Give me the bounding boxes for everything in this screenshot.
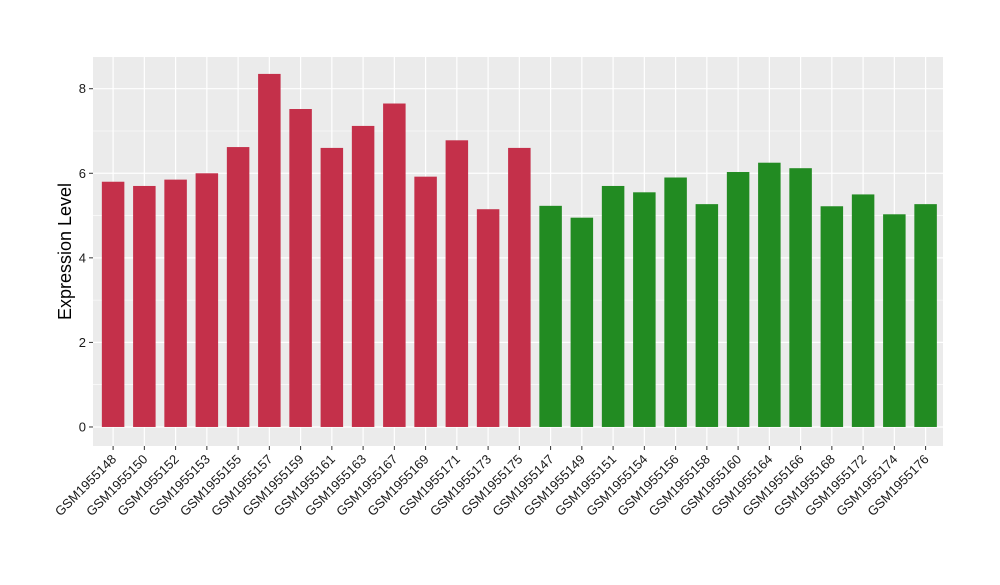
bar-GSM1955150 xyxy=(133,185,156,427)
bar-GSM1955163 xyxy=(351,125,375,427)
y-tick-label: 6 xyxy=(79,166,86,181)
bar-GSM1955167 xyxy=(383,103,406,427)
y-axis-title: Expression Level xyxy=(55,183,75,320)
bar-GSM1955169 xyxy=(414,176,437,427)
y-tick-label: 4 xyxy=(79,250,86,265)
bar-GSM1955176 xyxy=(914,204,937,427)
bar-GSM1955156 xyxy=(664,177,687,427)
bar-GSM1955174 xyxy=(883,214,906,427)
bar-GSM1955148 xyxy=(101,181,125,427)
bar-GSM1955172 xyxy=(851,194,875,427)
bar-GSM1955152 xyxy=(164,179,187,427)
bar-GSM1955173 xyxy=(476,209,500,427)
bar-GSM1955164 xyxy=(758,162,781,427)
bar-GSM1955149 xyxy=(570,217,594,427)
bar-GSM1955158 xyxy=(695,204,719,427)
y-tick-label: 8 xyxy=(79,81,86,96)
bars xyxy=(101,73,937,427)
bar-GSM1955155 xyxy=(226,147,250,427)
bar-GSM1955151 xyxy=(601,185,625,427)
bar-GSM1955161 xyxy=(320,147,344,427)
x-axis: GSM1955148GSM1955150GSM1955152GSM1955153… xyxy=(52,446,932,519)
bar-GSM1955157 xyxy=(258,73,281,427)
bar-GSM1955166 xyxy=(789,168,812,427)
y-tick-label: 2 xyxy=(79,335,86,350)
bar-GSM1955153 xyxy=(195,173,219,427)
y-tick-label: 0 xyxy=(79,419,86,434)
bar-GSM1955159 xyxy=(289,109,312,427)
bar-GSM1955171 xyxy=(445,140,469,427)
bar-GSM1955175 xyxy=(508,147,531,427)
bar-GSM1955160 xyxy=(726,172,750,427)
y-axis: 0 2 4 6 8 xyxy=(79,81,93,434)
bar-GSM1955147 xyxy=(539,205,562,427)
bar-GSM1955154 xyxy=(633,192,656,427)
bar-GSM1955168 xyxy=(820,206,844,427)
